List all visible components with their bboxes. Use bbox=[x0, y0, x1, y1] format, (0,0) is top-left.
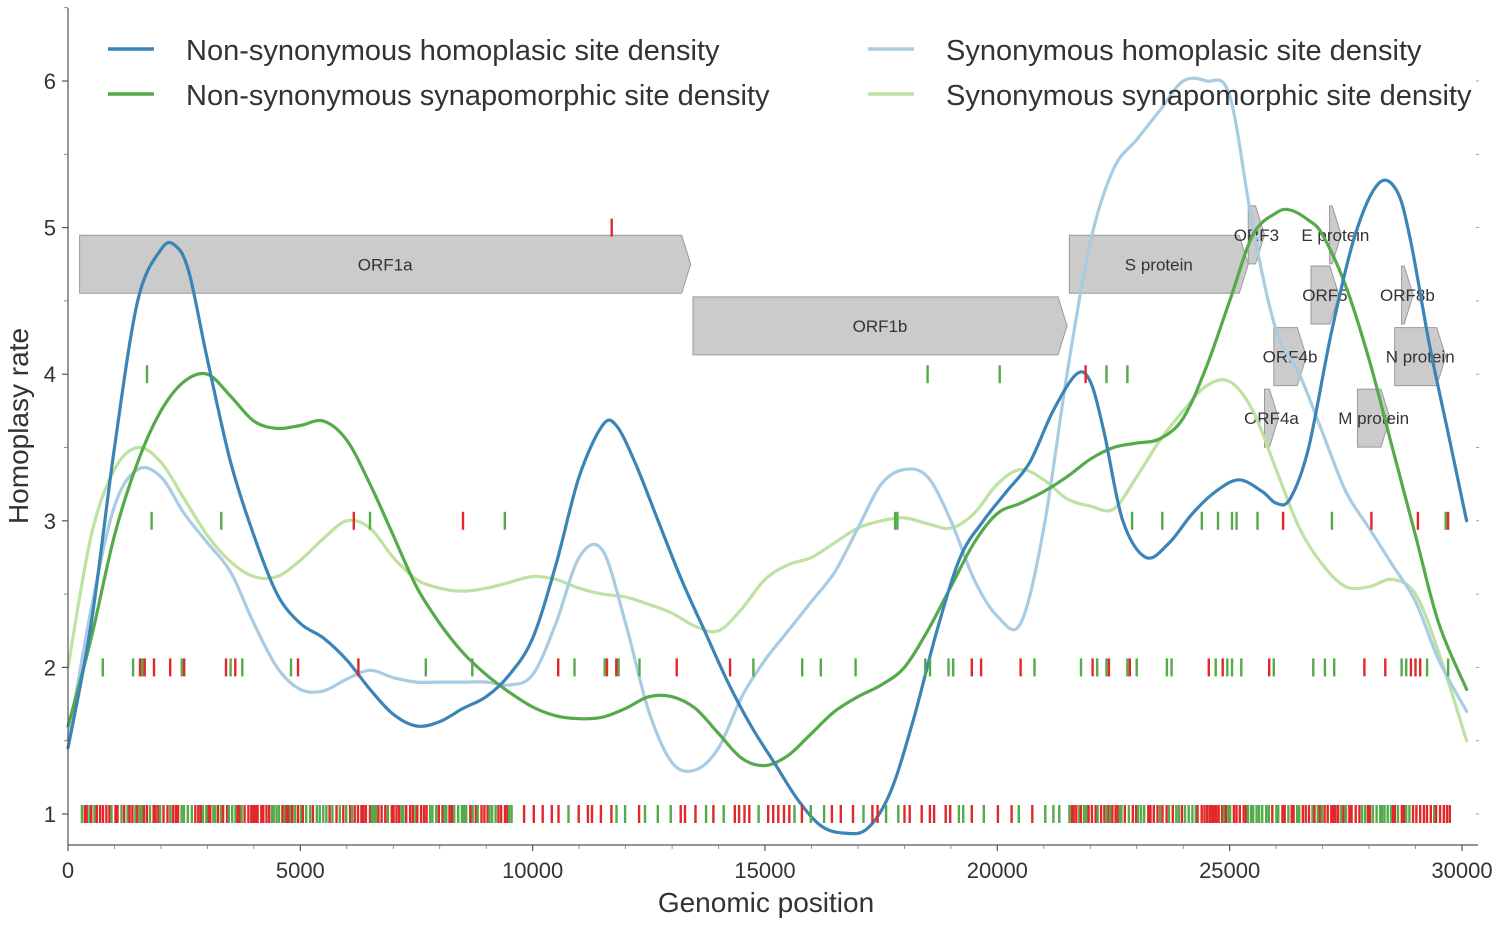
syn-synapomorphic-curve bbox=[68, 380, 1467, 741]
gene-label-e-protein: E protein bbox=[1301, 226, 1369, 245]
x-axis-title: Genomic position bbox=[658, 887, 874, 918]
y-tick-label: 6 bbox=[44, 69, 56, 94]
legend-label: Non-synonymous synapomorphic site densit… bbox=[186, 80, 770, 112]
x-tick-label: 25000 bbox=[1199, 858, 1260, 883]
y-tick-label: 2 bbox=[44, 655, 56, 680]
x-tick-label: 10000 bbox=[502, 858, 563, 883]
legend: Non-synonymous homoplasic site density No… bbox=[108, 35, 1472, 112]
y-tick-label: 1 bbox=[44, 802, 56, 827]
gene-label-orf1b: ORF1b bbox=[853, 317, 908, 336]
legend-label: Synonymous homoplasic site density bbox=[946, 35, 1422, 67]
gene-label-orf1a: ORF1a bbox=[358, 255, 413, 274]
x-tick-label: 15000 bbox=[734, 858, 795, 883]
density-curves bbox=[68, 78, 1467, 833]
x-tick-label: 30000 bbox=[1431, 858, 1492, 883]
y-tick-label: 5 bbox=[44, 216, 56, 241]
gene-label-orf8b: ORF8b bbox=[1380, 286, 1435, 305]
x-tick-label: 0 bbox=[62, 858, 74, 883]
gene-label-n-protein: N protein bbox=[1386, 348, 1455, 367]
gene-label-m-protein: M protein bbox=[1338, 409, 1409, 428]
gene-label-s-protein: S protein bbox=[1125, 255, 1193, 274]
legend-label: Non-synonymous homoplasic site density bbox=[186, 35, 720, 67]
y-axis-title: Homoplasy rate bbox=[3, 328, 34, 524]
y-tick-label: 3 bbox=[44, 509, 56, 534]
legend-label: Synonymous synapomorphic site density bbox=[946, 80, 1472, 112]
y-tick-label: 4 bbox=[44, 362, 56, 387]
x-tick-label: 20000 bbox=[967, 858, 1028, 883]
x-tick-label: 5000 bbox=[276, 858, 325, 883]
